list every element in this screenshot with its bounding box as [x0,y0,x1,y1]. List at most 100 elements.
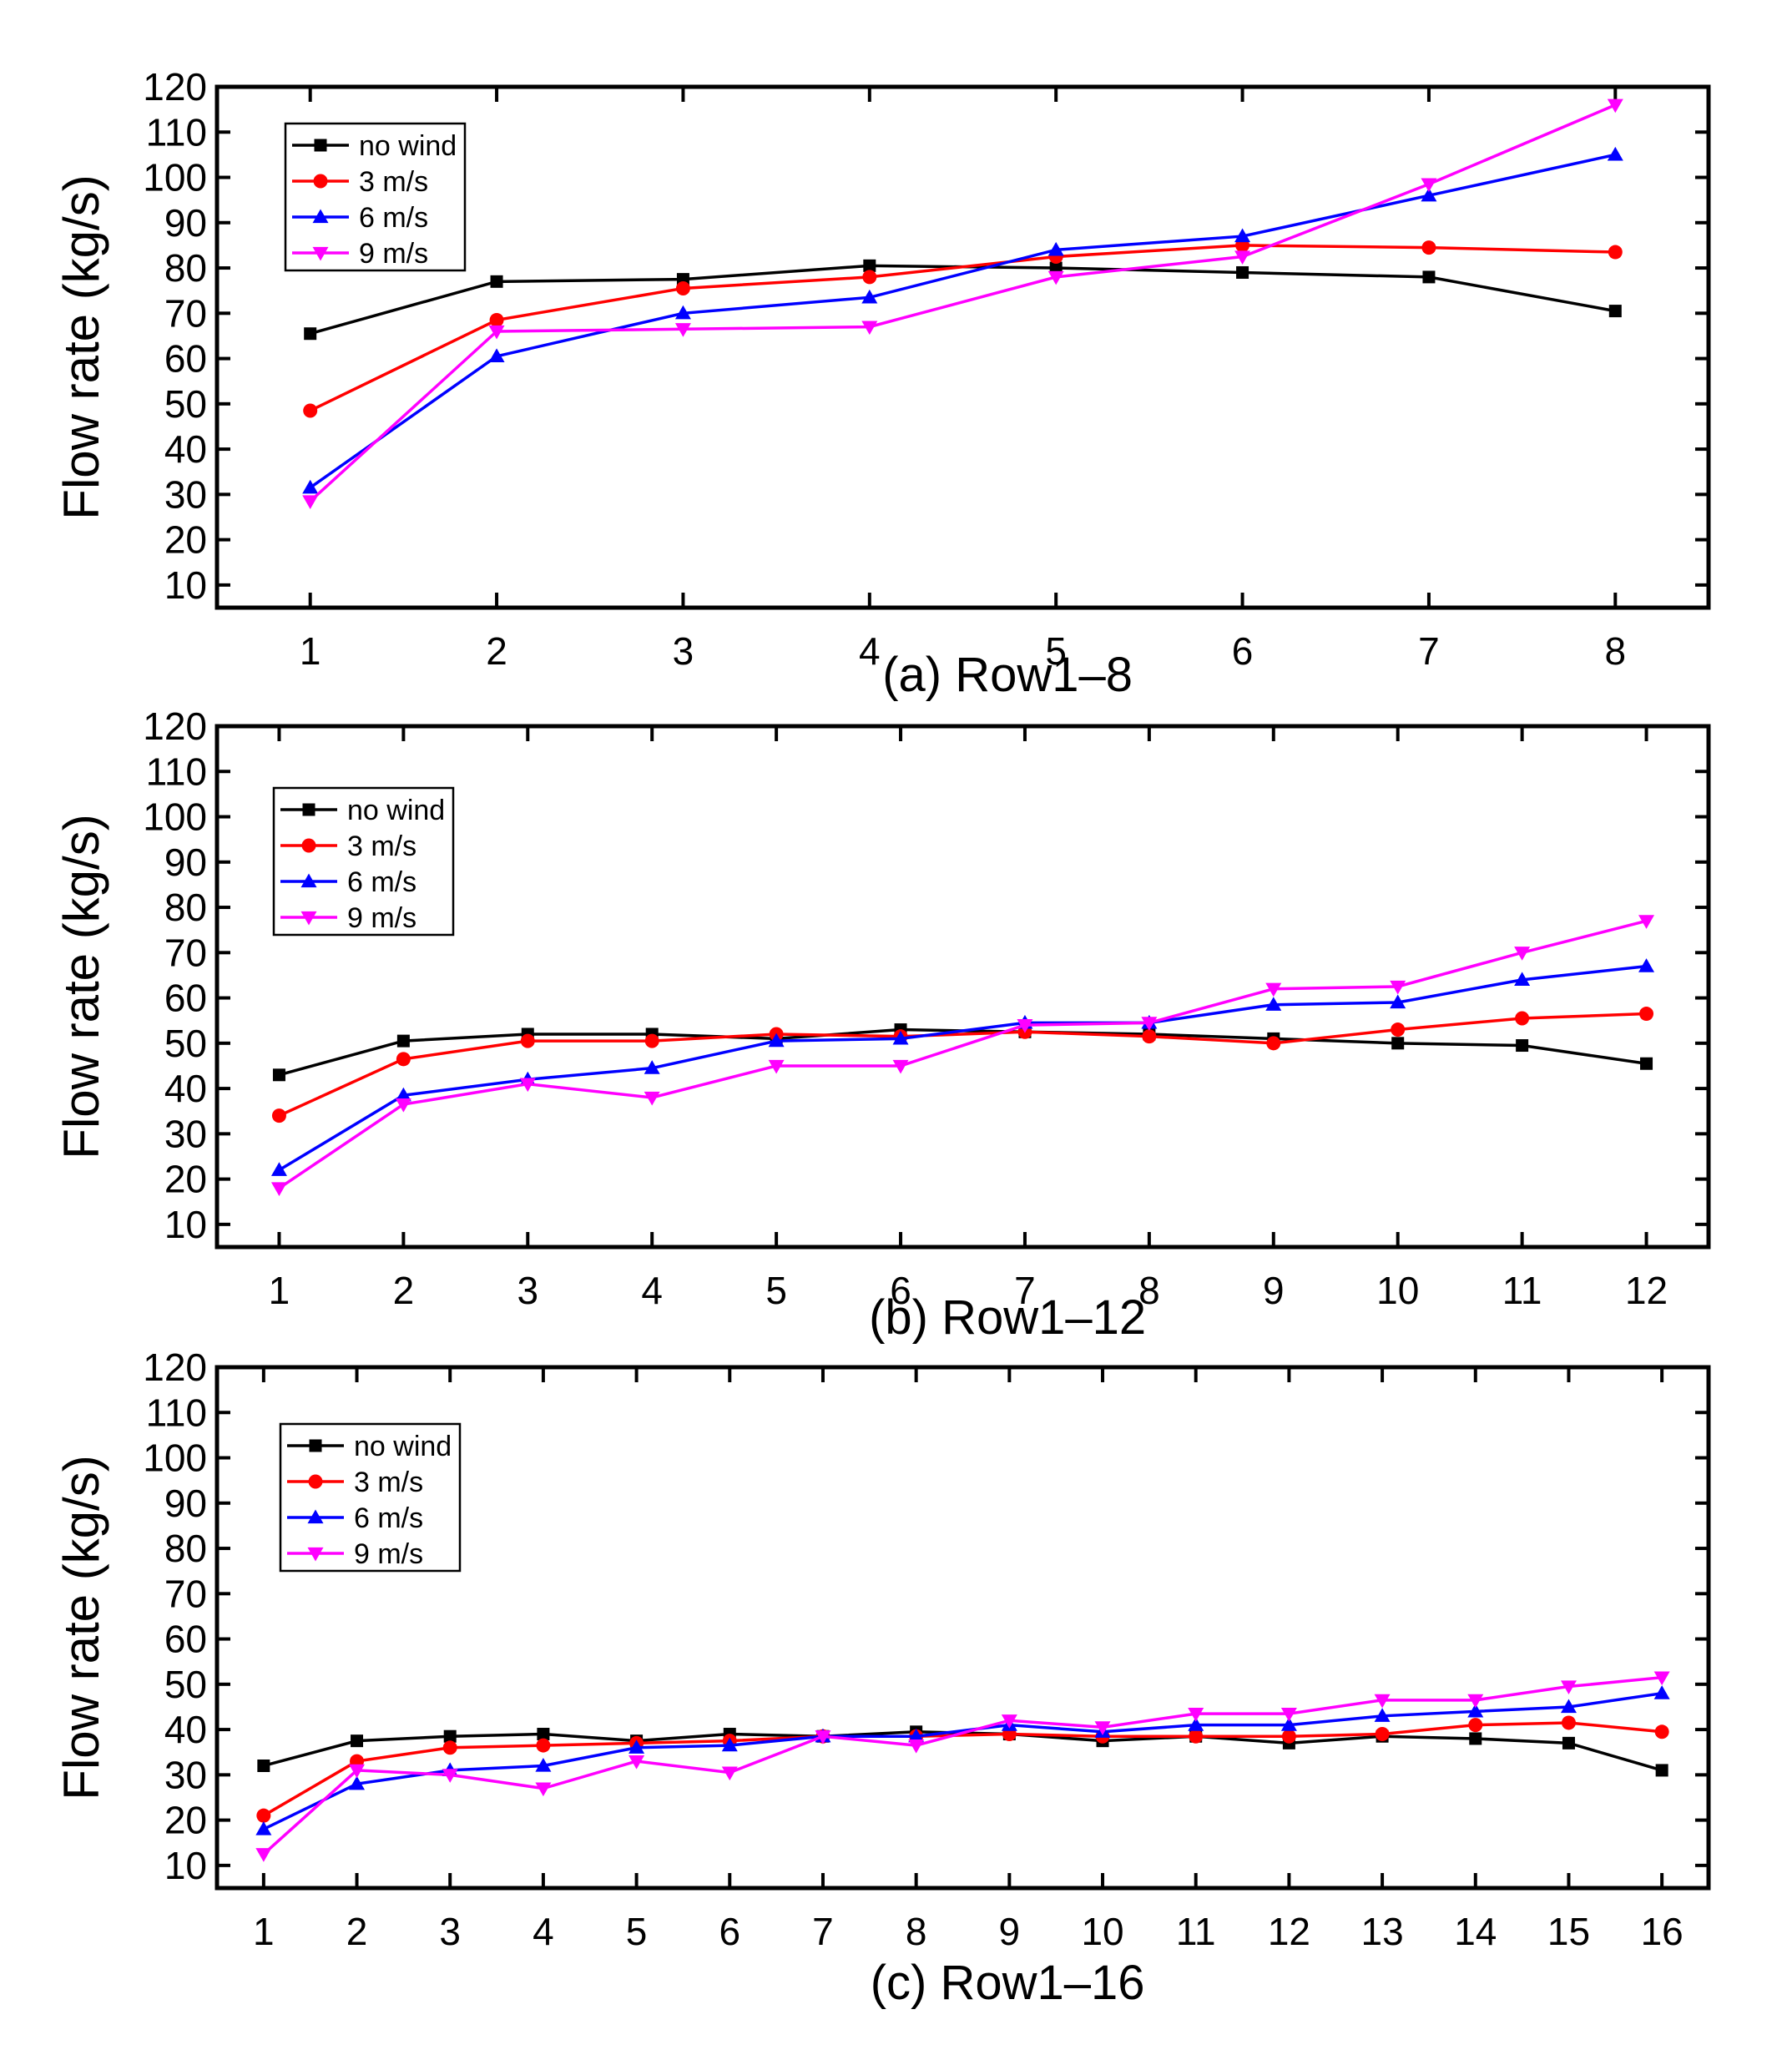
legend-marker [312,209,329,224]
y-tick-label: 60 [164,337,207,381]
data-point [1391,1037,1405,1050]
series-line [278,1012,1647,1118]
y-tick-label: 40 [164,1708,207,1751]
x-tick-label: 10 [1081,1910,1123,1953]
y-tick-label: 20 [164,1158,207,1201]
y-tick-label: 10 [164,1203,207,1246]
legend-item: 3 m/s [292,166,428,198]
legend-item: 9 m/s [280,902,416,934]
data-point [488,348,505,362]
series-line [309,153,1616,489]
y-tick-label: 120 [143,704,207,748]
legend-marker [300,911,317,926]
legend-marker [307,1547,324,1562]
y-tick-label: 30 [164,1112,207,1155]
data-point [537,1728,550,1741]
data-point [1654,1724,1669,1739]
data-point [442,1769,458,1783]
y-tick-label: 40 [164,427,207,471]
data-point [1142,1029,1157,1044]
x-tick-label: 3 [439,1910,461,1953]
series-line [309,104,1616,502]
data-point [270,1162,287,1176]
data-point [644,1091,660,1106]
series-line [278,964,1647,1172]
x-tick-label: 4 [859,629,881,673]
series-9-m-s [255,1671,1670,1862]
y-tick-label: 50 [164,1022,207,1065]
legend-item: 3 m/s [280,831,416,862]
data-point [1374,1694,1391,1709]
x-tick-label: 12 [1625,1269,1668,1312]
data-point [1234,250,1251,265]
x-tick-label: 2 [393,1269,415,1312]
data-point [395,1087,411,1102]
legend-marker [300,873,317,888]
x-tick-label: 6 [719,1910,740,1953]
data-point [349,1775,366,1790]
data-point [644,1060,660,1074]
y-tick-label: 10 [164,563,207,607]
data-point [1421,178,1437,193]
x-tick-label: 4 [533,1910,554,1953]
data-point [257,1759,270,1772]
legend-item: 9 m/s [287,1538,423,1570]
plot-frame [215,84,1711,610]
legend-label: no wind [359,130,457,162]
x-tick-label: 3 [673,629,694,673]
data-point [721,1766,738,1781]
y-tick-label: 110 [146,110,207,154]
legend-item: no wind [292,130,457,162]
x-tick-label: 7 [1014,1269,1036,1312]
data-point [1265,982,1282,997]
legend-label: 3 m/s [354,1467,423,1498]
legend: no wind 3 m/s 6 m/s 9 m/s [284,122,467,272]
data-point [1017,1018,1033,1033]
legend-label: 3 m/s [359,166,428,198]
data-point [488,325,505,340]
data-point [304,327,317,341]
y-tick-label: 20 [164,518,207,562]
data-point [1561,1715,1576,1730]
y-tick-label: 110 [146,750,207,793]
y-axis-label: Flow rate (kg/s) [53,174,109,519]
data-point [628,1755,645,1770]
data-point [255,1848,272,1862]
x-tick-label: 1 [300,629,321,673]
legend-label: 6 m/s [347,866,416,898]
legend-item: 6 m/s [280,866,416,898]
plot-frame [215,1365,1711,1891]
legend-marker [301,838,316,853]
x-tick-label: 12 [1268,1910,1310,1953]
data-point [892,1030,909,1045]
data-point [815,1730,831,1744]
legend-marker [314,139,327,152]
data-point [1468,1718,1483,1733]
data-point [256,1808,271,1823]
legend-label: 9 m/s [359,238,428,270]
data-point [1638,915,1655,929]
data-point [1608,245,1623,260]
y-tick-label: 80 [164,1527,207,1570]
data-point [674,323,691,337]
legend-marker [309,1439,322,1452]
y-axis-label: Flow rate (kg/s) [53,814,109,1159]
data-point [1234,228,1251,243]
legend-label: 9 m/s [354,1538,423,1570]
data-point [1467,1703,1484,1718]
data-point [675,280,690,295]
y-tick-label: 30 [164,472,207,516]
x-tick-label: 7 [1418,629,1440,673]
legend-item: no wind [280,795,445,826]
x-tick-label: 14 [1454,1910,1497,1953]
data-point [1607,146,1623,161]
data-point [1560,1680,1577,1695]
series-line [262,1675,1663,1856]
data-point [1141,1017,1158,1031]
data-point [1514,947,1531,961]
data-point [1469,1732,1482,1745]
data-point [271,1108,286,1123]
data-point [1640,1057,1653,1070]
x-tick-label: 16 [1641,1910,1683,1953]
